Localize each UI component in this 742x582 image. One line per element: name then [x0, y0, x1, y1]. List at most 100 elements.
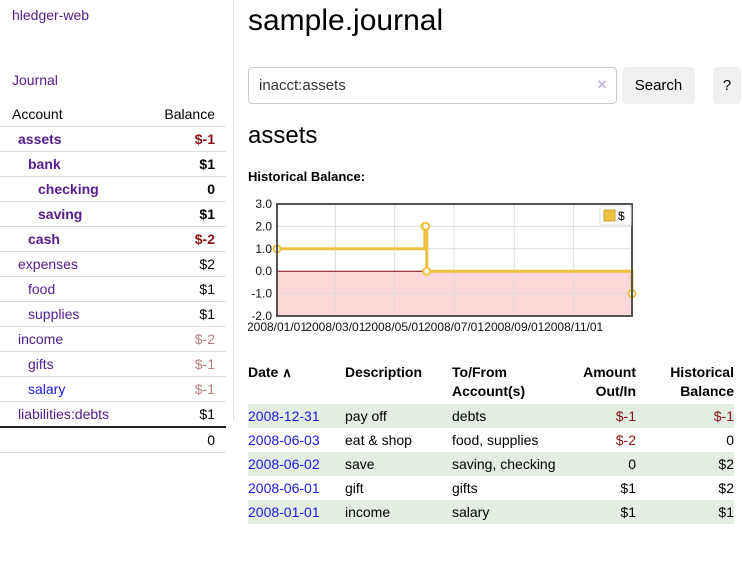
register-row: 2008-01-01 income salary $1 $1 [248, 500, 734, 524]
account-link[interactable]: gifts [28, 356, 54, 372]
help-button[interactable]: ? [713, 67, 741, 104]
account-balance: $-2 [194, 331, 215, 347]
transaction-balance: $2 [718, 456, 734, 472]
register-table-body: 2008-12-31 pay off debts $-1 $-1 2008-06-03 ea… [248, 404, 734, 524]
account-link[interactable]: checking [38, 181, 99, 197]
accounts-table: Account Balance assets $-1 bank $1 checking 0… [0, 102, 226, 453]
register-header-accounts: To/From Account(s) [452, 364, 526, 399]
account-balance: $1 [199, 206, 215, 222]
legend-label: $ [618, 209, 625, 223]
register-row: 2008-06-03 eat & shop food, supplies $-2 0 [248, 428, 734, 452]
x-axis-tick-label: 2008/05/01 [365, 320, 425, 334]
transaction-date-link[interactable]: 2008-06-02 [248, 456, 320, 472]
account-balance: $-2 [194, 231, 215, 247]
transaction-amount: $-1 [615, 408, 636, 424]
account-link[interactable]: salary [28, 381, 66, 397]
x-axis-tick-label: 2008/09/01 [484, 320, 544, 334]
register-header-date[interactable]: Date ∧ [248, 364, 292, 380]
register-table: Date ∧ Description To/From Account(s) Am… [248, 360, 734, 524]
y-axis-tick-label: -2.0 [251, 309, 272, 323]
accounts-header-account: Account [12, 106, 63, 122]
account-row: salary $-1 [0, 377, 226, 402]
account-balance: $2 [199, 256, 215, 272]
transaction-balance: $-1 [713, 408, 734, 424]
register-row: 2008-06-01 gift gifts $1 $2 [248, 476, 734, 500]
account-balance: $1 [199, 281, 215, 297]
transaction-accounts: food, supplies [452, 432, 539, 448]
x-axis-tick-label: 2008/03/01 [305, 320, 365, 334]
transaction-date-link[interactable]: 2008-12-31 [248, 408, 320, 424]
sidebar-item-journal[interactable]: Journal [12, 72, 58, 88]
register-header-amount: Amount Out/In [583, 364, 636, 399]
account-row: bank $1 [0, 152, 226, 177]
account-link[interactable]: expenses [18, 256, 78, 272]
account-row: cash $-2 [0, 227, 226, 252]
transaction-amount: $1 [620, 480, 636, 496]
account-row: food $1 [0, 277, 226, 302]
historical-balance-chart: $3.0 2.0 1.0 0.0 -1.0 -2.0 2008/01/01 2008/03/0… [247, 197, 742, 346]
y-axis-tick-label: 0.0 [255, 264, 272, 278]
account-link[interactable]: supplies [28, 306, 80, 322]
search-bar: × Search ? [248, 67, 741, 104]
account-row: expenses $2 [0, 252, 226, 277]
transaction-description: gift [345, 480, 364, 496]
accounts-header-row: Account Balance [0, 102, 226, 127]
account-link[interactable]: food [28, 281, 56, 297]
transaction-amount: 0 [628, 456, 636, 472]
transaction-accounts: gifts [452, 480, 478, 496]
account-link[interactable]: liabilities:debts [18, 406, 110, 422]
account-row: supplies $1 [0, 302, 226, 327]
search-input-wrap: × [248, 67, 617, 104]
sort-ascending-icon: ∧ [282, 365, 292, 380]
x-axis-tick-label: 2008/07/01 [424, 320, 484, 334]
account-heading: assets [248, 122, 318, 149]
account-balance: $1 [199, 156, 215, 172]
transaction-date-link[interactable]: 2008-06-01 [248, 480, 320, 496]
legend-swatch [603, 209, 616, 222]
search-button[interactable]: Search [622, 67, 695, 104]
transaction-description: pay off [345, 408, 387, 424]
accounts-table-body: assets $-1 bank $1 checking 0 saving $1 cash $-2 e… [0, 127, 226, 453]
transaction-accounts: saving, checking [452, 456, 556, 472]
account-link[interactable]: cash [28, 231, 60, 247]
accounts-total-balance: 0 [207, 432, 215, 448]
register-header-balance: Historical Balance [670, 364, 734, 399]
transaction-amount: $-2 [615, 432, 636, 448]
x-axis-tick-label: 2008/01/01 [248, 320, 307, 334]
account-link[interactable]: saving [38, 206, 83, 222]
y-axis-tick-label: 1.0 [255, 242, 272, 256]
account-balance: $1 [199, 406, 215, 422]
app-title-link[interactable]: hledger-web [12, 7, 90, 23]
x-axis-tick-label: 2008/11/01 [544, 320, 603, 334]
search-input[interactable] [248, 67, 617, 104]
register-row: 2008-06-02 save saving, checking 0 $2 [248, 452, 734, 476]
account-balance: $-1 [194, 356, 215, 372]
account-row: checking 0 [0, 177, 226, 202]
account-balance: $-1 [194, 131, 215, 147]
transaction-amount: $1 [620, 504, 636, 520]
transaction-description: save [345, 456, 375, 472]
page-title: sample.journal [248, 4, 444, 37]
transaction-date-link[interactable]: 2008-01-01 [248, 504, 320, 520]
data-point-marker [421, 221, 431, 231]
account-link[interactable]: assets [18, 131, 62, 147]
account-balance: $1 [199, 306, 215, 322]
register-header-description: Description [345, 364, 423, 380]
account-row: income $-2 [0, 327, 226, 352]
accounts-header-balance: Balance [164, 106, 215, 122]
register-header-row: Date ∧ Description To/From Account(s) Am… [248, 360, 734, 404]
chart-title: Historical Balance: [248, 169, 366, 184]
transaction-accounts: salary [452, 504, 490, 520]
account-balance: $-1 [194, 381, 215, 397]
register-row: 2008-12-31 pay off debts $-1 $-1 [248, 404, 734, 428]
account-link[interactable]: bank [28, 156, 61, 172]
clear-search-icon[interactable]: × [597, 75, 607, 94]
transaction-description: eat & shop [345, 432, 412, 448]
transaction-date-link[interactable]: 2008-06-03 [248, 432, 320, 448]
y-axis-tick-label: 3.0 [255, 198, 272, 211]
account-link[interactable]: income [18, 331, 64, 347]
data-point-marker [422, 266, 432, 276]
y-axis-tick-label: -1.0 [251, 287, 272, 301]
transaction-accounts: debts [452, 408, 487, 424]
chart-svg: $3.0 2.0 1.0 0.0 -1.0 -2.02008/01/012008/03/0… [247, 197, 637, 334]
